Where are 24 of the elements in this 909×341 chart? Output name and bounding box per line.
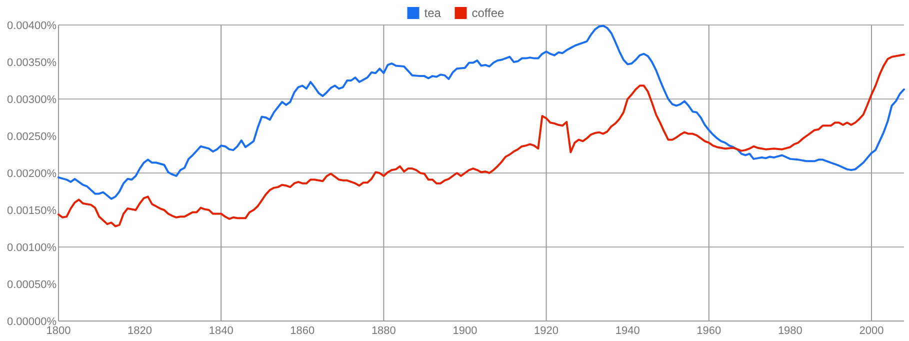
y-tick-label: 0.00100%: [6, 242, 57, 254]
x-tick-label: 1820: [128, 325, 152, 337]
y-tick-label: 0.00050%: [6, 278, 57, 291]
x-tick-label: 1940: [615, 325, 640, 337]
legend-label: tea: [424, 6, 442, 20]
x-tick-label: 1920: [534, 325, 559, 337]
x-tick-label: 1880: [371, 325, 396, 337]
x-tick-label: 2000: [859, 325, 884, 337]
line-series: [58, 24, 905, 200]
legend-label: coffee: [472, 6, 505, 20]
y-tick-label: 0.00400%: [6, 20, 57, 32]
x-tick-label: 1840: [208, 325, 234, 337]
y-tick-label: 0.00000%: [6, 316, 57, 328]
y-tick-label: 0.00200%: [6, 168, 57, 180]
x-tick-label: 1960: [696, 325, 722, 337]
y-tick-label: 0.00150%: [6, 204, 57, 217]
y-tick-label: 0.00250%: [6, 130, 57, 143]
x-tick-label: 1980: [778, 325, 802, 337]
line-series: [58, 54, 905, 228]
x-tick-label: 1800: [46, 325, 71, 337]
y-tick-label: 0.00350%: [6, 56, 57, 69]
x-tick-label: 1860: [290, 325, 315, 337]
y-tick-label: 0.00300%: [6, 94, 57, 106]
x-tick-label: 1900: [452, 325, 478, 337]
